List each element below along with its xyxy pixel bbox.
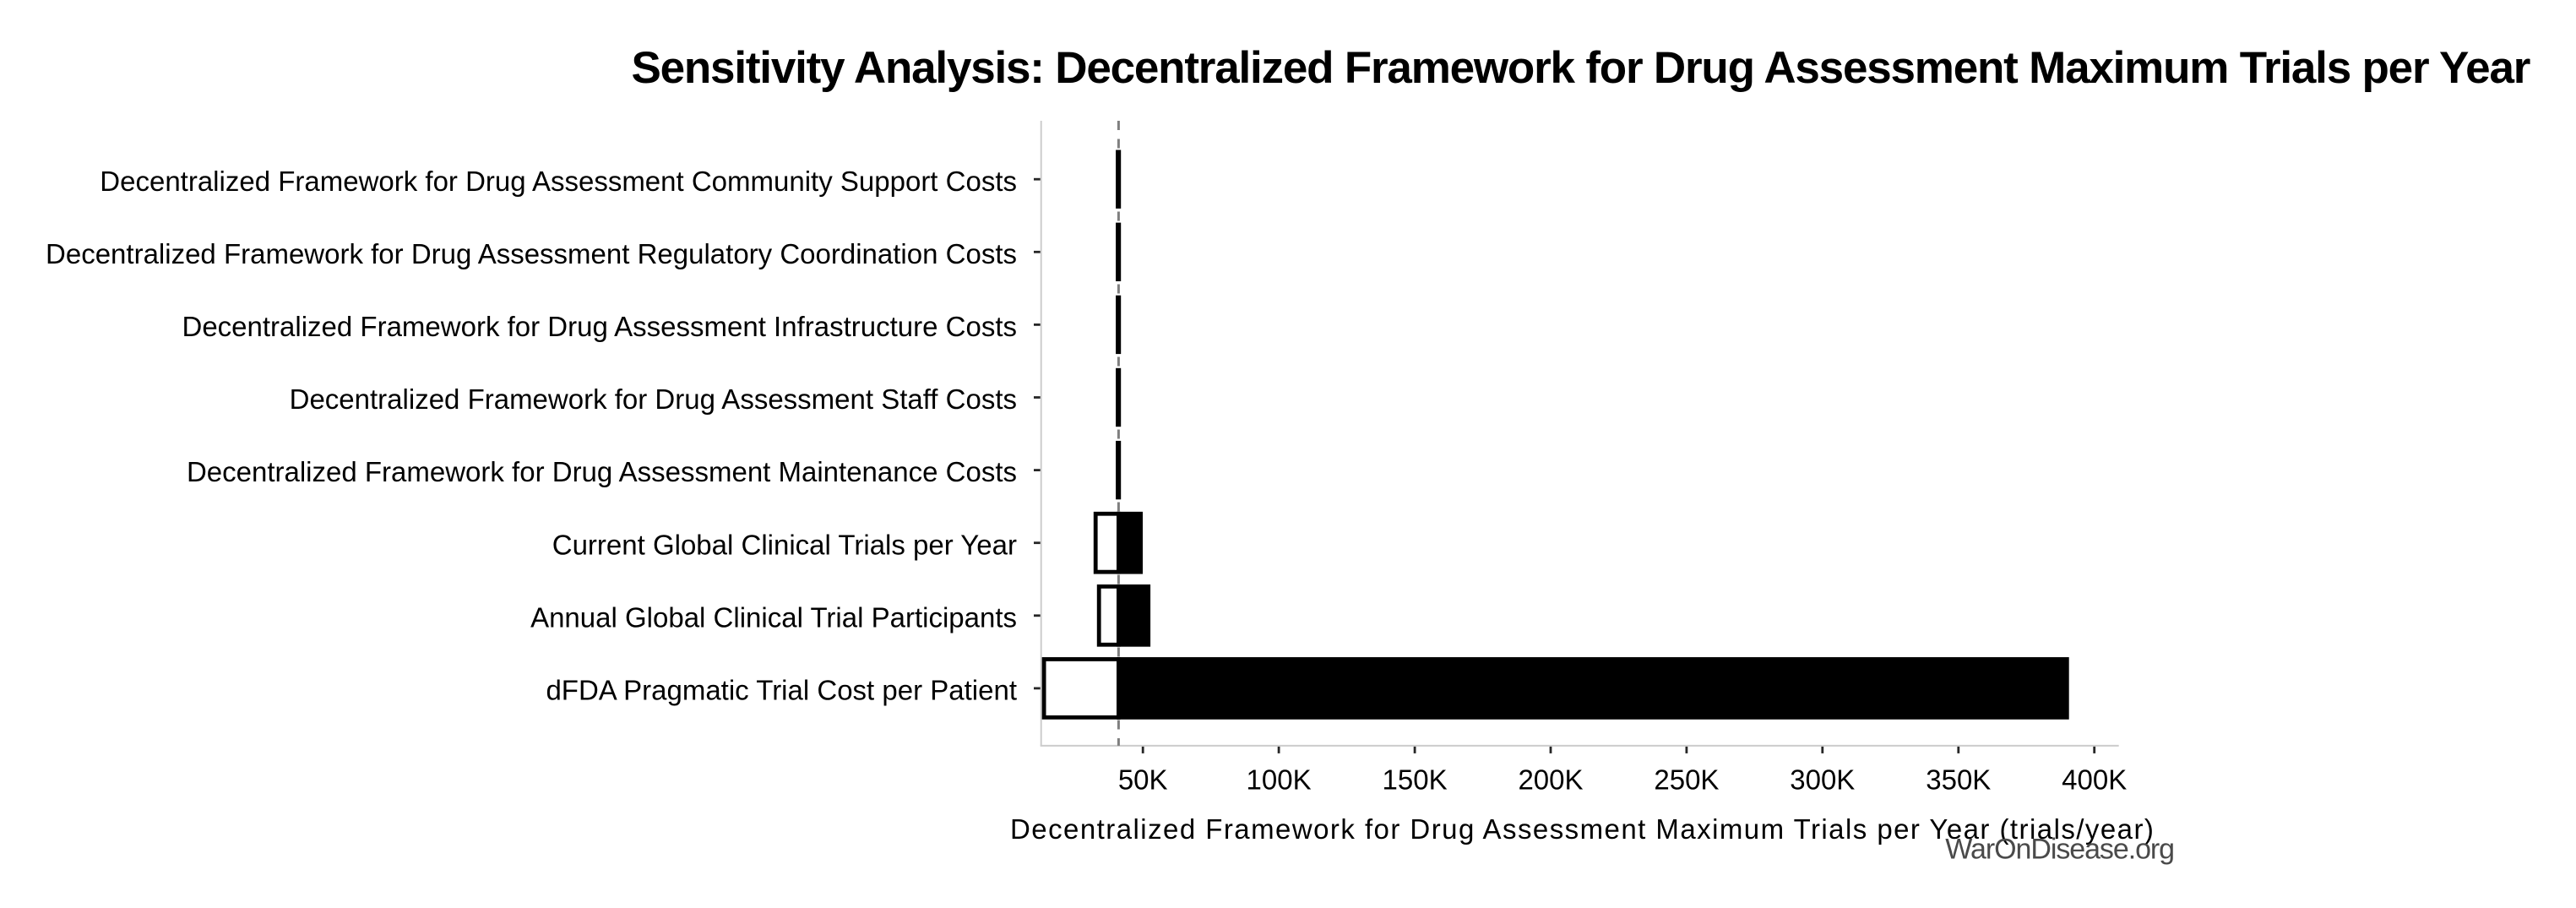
svg-text:300K: 300K (1790, 764, 1855, 796)
svg-text:dFDA Pragmatic Trial Cost per: dFDA Pragmatic Trial Cost per Patient (546, 675, 1017, 706)
svg-text:50K: 50K (1118, 764, 1168, 796)
svg-text:Annual Global Clinical Trial P: Annual Global Clinical Trial Participant… (530, 601, 1017, 633)
svg-text:150K: 150K (1383, 764, 1448, 796)
svg-text:Decentralized Framework for Dr: Decentralized Framework for Drug Assessm… (46, 238, 1017, 269)
svg-text:250K: 250K (1654, 764, 1719, 796)
svg-text:Decentralized Framework for Dr: Decentralized Framework for Drug Assessm… (187, 456, 1017, 487)
svg-text:Decentralized Framework for Dr: Decentralized Framework for Drug Assessm… (182, 311, 1017, 342)
svg-text:350K: 350K (1926, 764, 1991, 796)
svg-text:200K: 200K (1518, 764, 1583, 796)
svg-text:Current Global Clinical Trials: Current Global Clinical Trials per Year (552, 529, 1017, 560)
svg-text:100K: 100K (1247, 764, 1312, 796)
svg-text:WarOnDisease.org: WarOnDisease.org (1945, 834, 2174, 866)
svg-text:400K: 400K (2062, 764, 2127, 796)
svg-text:Decentralized Framework for Dr: Decentralized Framework for Drug Assessm… (100, 166, 1017, 197)
svg-text:Decentralized Framework for Dr: Decentralized Framework for Drug Assessm… (1010, 813, 2155, 845)
svg-text:Sensitivity Analysis: Decentra: Sensitivity Analysis: Decentralized Fram… (631, 43, 2530, 93)
svg-text:Decentralized Framework for Dr: Decentralized Framework for Drug Assessm… (290, 383, 1017, 415)
